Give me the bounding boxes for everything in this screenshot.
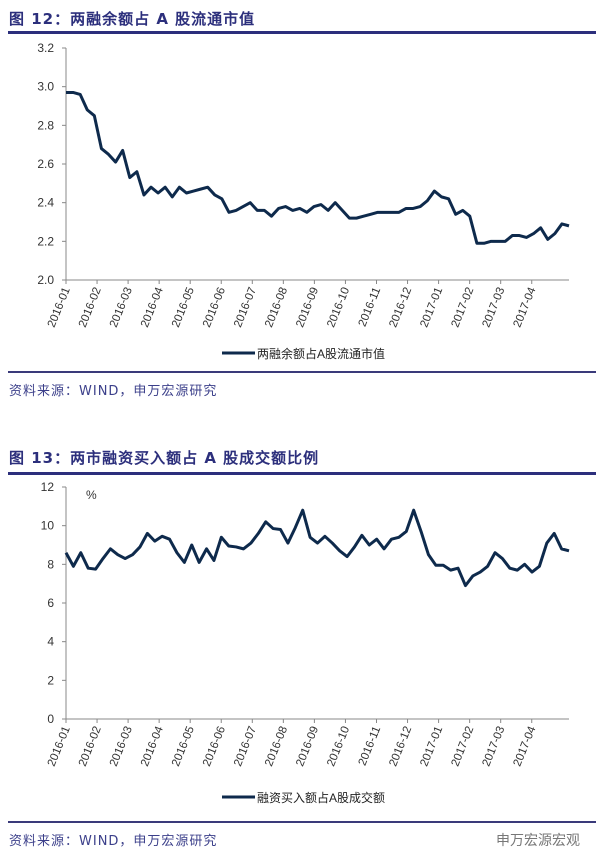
y-tick-label: 2.0 — [37, 273, 54, 287]
x-tick-label: 2016-07 — [232, 725, 259, 769]
watermark: 申万宏源宏观 — [496, 833, 580, 849]
x-tick-label: 2016-02 — [77, 286, 104, 330]
source-rule — [8, 371, 596, 373]
y-tick-label: 2.2 — [37, 234, 54, 248]
x-tick-label: 2016-11 — [357, 725, 384, 768]
figure-12-title: 图 12：两融余额占 A 股流通市值 — [9, 10, 256, 28]
y-unit-label: % — [86, 488, 97, 502]
x-tick-label: 2016-01 — [46, 725, 73, 769]
x-tick-label: 2017-03 — [481, 286, 508, 330]
x-tick-label: 2017-04 — [512, 285, 539, 329]
x-tick-label: 2017-01 — [418, 725, 445, 769]
y-tick-label: 8 — [47, 557, 54, 571]
x-tick-label: 2017-02 — [449, 286, 476, 330]
legend-label: 两融余额占A股流通市值 — [257, 346, 385, 361]
y-tick-label: 2 — [47, 673, 54, 687]
x-tick-label: 2016-09 — [294, 286, 321, 330]
y-tick-label: 2.8 — [37, 118, 54, 132]
x-tick-label: 2016-05 — [170, 725, 197, 769]
y-tick-label: 2.6 — [37, 157, 54, 171]
x-tick-label: 2017-02 — [449, 725, 476, 769]
y-tick-label: 6 — [47, 596, 54, 610]
x-tick-label: 2016-03 — [108, 725, 135, 769]
x-tick-label: 2016-11 — [357, 286, 384, 329]
x-tick-label: 2016-01 — [46, 286, 73, 330]
y-tick-label: 12 — [41, 480, 55, 494]
x-tick-label: 2016-04 — [139, 724, 166, 768]
source-rule — [8, 821, 596, 823]
y-tick-label: 4 — [47, 635, 54, 649]
x-tick-label: 2016-02 — [77, 725, 104, 769]
series-line — [66, 90, 570, 245]
x-tick-label: 2016-07 — [232, 286, 259, 330]
x-tick-label: 2016-08 — [263, 286, 290, 330]
x-tick-label: 2016-06 — [201, 286, 228, 330]
x-tick-label: 2016-09 — [294, 725, 321, 769]
legend-label: 融资买入额占A股成交额 — [257, 790, 385, 805]
y-tick-label: 10 — [41, 519, 55, 533]
source-note: 资料来源：WIND，申万宏源研究 — [9, 384, 218, 399]
y-tick-label: 2.4 — [37, 196, 54, 210]
x-tick-label: 2017-01 — [418, 286, 445, 330]
source-note: 资料来源：WIND，申万宏源研究 — [9, 834, 218, 849]
x-tick-label: 2017-04 — [512, 724, 539, 768]
x-tick-label: 2017-03 — [481, 725, 508, 769]
x-tick-label: 2016-06 — [201, 725, 228, 769]
x-tick-label: 2016-04 — [139, 285, 166, 329]
x-tick-label: 2016-10 — [325, 286, 352, 330]
x-tick-label: 2016-12 — [387, 725, 414, 769]
series-line — [64, 508, 570, 588]
x-tick-label: 2016-05 — [170, 286, 197, 330]
x-tick-label: 2016-10 — [325, 725, 352, 769]
x-tick-label: 2016-08 — [263, 725, 290, 769]
title-rule — [8, 31, 596, 34]
figure-13-title: 图 13：两市融资买入额占 A 股成交额比例 — [9, 449, 320, 467]
y-tick-label: 0 — [47, 712, 54, 726]
x-tick-label: 2016-03 — [108, 286, 135, 330]
title-rule — [8, 472, 596, 475]
y-tick-label: 3.2 — [37, 41, 54, 55]
x-tick-label: 2016-12 — [387, 286, 414, 330]
y-tick-label: 3.0 — [37, 80, 54, 94]
